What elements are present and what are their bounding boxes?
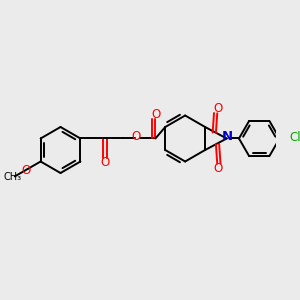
Text: N: N [222, 130, 233, 143]
Text: CH₃: CH₃ [3, 172, 21, 182]
Text: O: O [131, 130, 140, 143]
Text: O: O [100, 156, 109, 170]
Text: O: O [22, 164, 31, 177]
Text: O: O [152, 108, 161, 121]
Text: O: O [214, 102, 223, 115]
Text: O: O [214, 162, 223, 175]
Text: Cl: Cl [289, 131, 300, 144]
